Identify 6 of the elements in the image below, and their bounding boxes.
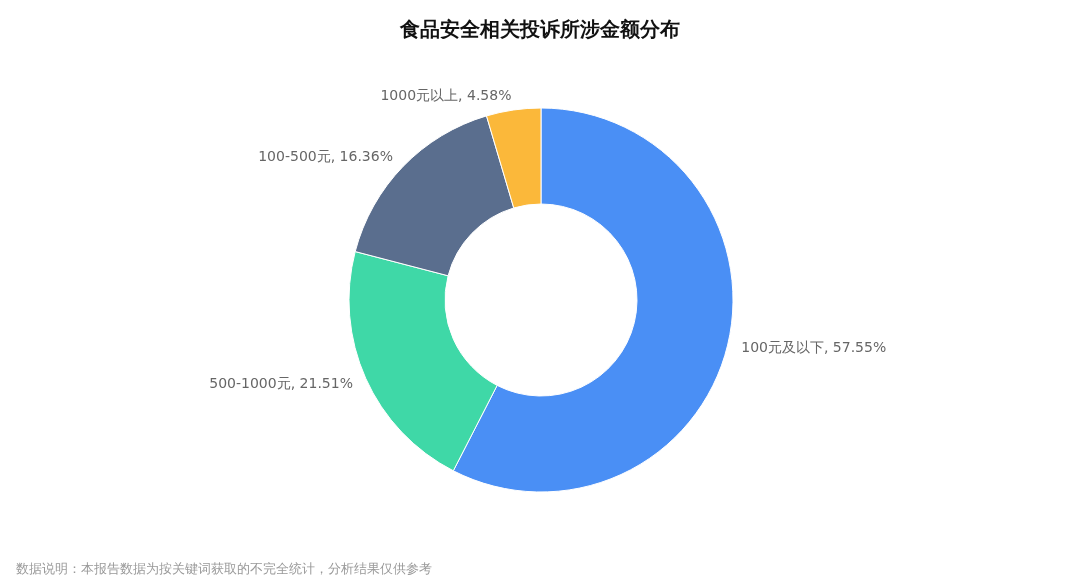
slice-label: 500-1000元, 21.51% bbox=[209, 375, 353, 392]
slice-label: 100元及以下, 57.55% bbox=[741, 339, 887, 356]
slice-label: 1000元以上, 4.58% bbox=[380, 87, 512, 104]
chart-title: 食品安全相关投诉所涉金额分布 bbox=[399, 17, 680, 41]
slice-label: 100-500元, 16.36% bbox=[258, 147, 393, 164]
text: 数据说明：本报告数据为按关键词获取的不完全统计，分析结果仅供参考 bbox=[16, 561, 432, 576]
